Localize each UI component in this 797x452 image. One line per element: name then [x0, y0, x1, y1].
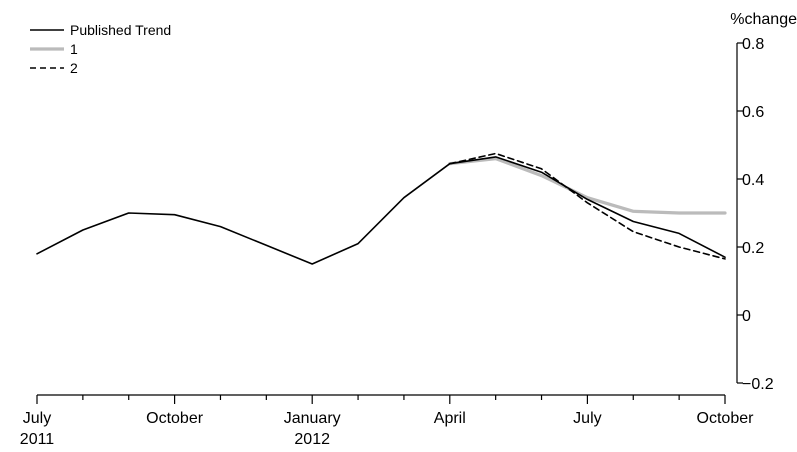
y-tick-label: 0.6: [742, 104, 764, 121]
legend-label: 1: [70, 41, 78, 57]
legend: Published Trend 1 2: [30, 22, 171, 76]
series-line-0: [36, 156, 726, 265]
y-tick-label: 0.8: [742, 36, 764, 53]
x-tick-label: July: [23, 410, 51, 427]
y-tick-label: −0.2: [742, 376, 774, 393]
plot-lines: [36, 152, 727, 265]
x-tick-label: July: [573, 410, 601, 427]
x-axis: July 2011 October January 2012 April July Octob…: [20, 394, 755, 448]
x-tick-label: April: [434, 410, 466, 427]
y-tick-label: 0: [742, 308, 751, 325]
x-tick-label: 2011: [20, 431, 55, 448]
series-line-1: [448, 157, 727, 215]
legend-label: Published Trend: [70, 22, 171, 38]
y-tick-label: 0.4: [742, 172, 764, 189]
series-line-2: [448, 152, 726, 260]
y-tick-label: 0.2: [742, 240, 764, 257]
legend-label: 2: [70, 60, 78, 76]
y-axis: −0.2 0 0.2 0.4 0.6 0.8: [736, 36, 774, 393]
x-tick-label: October: [146, 410, 204, 427]
x-tick-label: January: [284, 410, 341, 427]
y-axis-unit-label: %change: [730, 11, 797, 28]
x-tick-label: October: [697, 410, 755, 427]
x-tick-label: 2012: [294, 431, 330, 448]
